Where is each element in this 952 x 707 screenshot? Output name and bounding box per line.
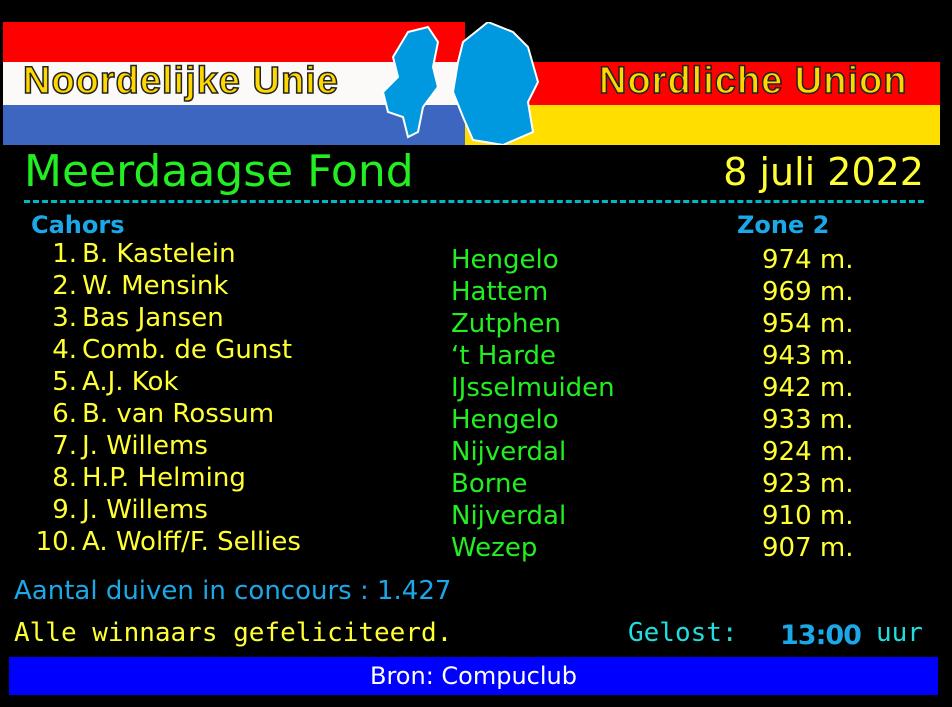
result-name: J. Willems [82,495,208,525]
result-name: B. Kastelein [82,239,236,269]
count-row: Aantal duiven in concours : 1.427 [14,576,451,606]
divider [24,200,924,203]
result-distance: 942 m. [762,373,854,403]
result-rank: 6. [52,399,77,429]
result-distance: 943 m. [762,341,854,371]
result-name: A. Wolff/F. Sellies [82,527,301,557]
banner-left-text: Noordelijke Unie [22,59,339,103]
result-rank: 9. [52,495,77,525]
result-name: Bas Jansen [82,303,224,333]
source-bar: Bron: Compuclub [9,657,938,695]
result-name: H.P. Helming [82,463,246,493]
result-place: IJsselmuiden [451,373,615,403]
zone-label: Zone 2 [737,211,830,239]
count-value: 1.427 [377,576,452,606]
result-distance: 923 m. [762,469,854,499]
count-label: Aantal duiven in concours : [14,576,369,606]
map-icon [381,22,540,145]
result-place: Nijverdal [451,501,567,531]
result-place: Hattem [451,277,549,307]
result-place: Hengelo [451,405,559,435]
result-place: Nijverdal [451,437,567,467]
result-place: Zutphen [451,309,561,339]
result-rank: 4. [52,335,77,365]
result-rank: 7. [52,431,77,461]
banner-logo: Noordelijke Unie Nordliche Union [3,22,940,145]
result-distance: 969 m. [762,277,854,307]
result-distance: 924 m. [762,437,854,467]
release-time: 13:00 [780,620,862,651]
result-rank: 8. [52,463,77,493]
result-distance: 910 m. [762,501,854,531]
congrats-text: Alle winnaars gefeliciteerd. [14,618,453,648]
result-place: ‘t Harde [451,341,556,371]
release-unit: uur [876,618,923,648]
race-location: Cahors [31,211,125,239]
result-distance: 907 m. [762,533,854,563]
result-name: B. van Rossum [82,399,275,429]
result-name: W. Mensink [82,271,229,301]
result-name: Comb. de Gunst [82,335,293,365]
result-place: Borne [451,469,528,499]
result-rank: 2. [52,271,77,301]
result-rank: 1. [52,239,77,269]
result-name: J. Willems [82,431,208,461]
result-rank: 3. [52,303,77,333]
result-rank: 10. [35,527,77,557]
result-place: Hengelo [451,245,559,275]
result-distance: 933 m. [762,405,854,435]
result-place: Wezep [451,533,538,563]
result-distance: 974 m. [762,245,854,275]
result-distance: 954 m. [762,309,854,339]
page-title: Meerdaagse Fond [24,146,414,197]
release-label: Gelost: [628,618,738,648]
result-name: A.J. Kok [82,367,179,397]
result-rank: 5. [52,367,77,397]
race-date: 8 juli 2022 [723,150,924,194]
banner-right-text: Nordliche Union [598,59,908,103]
